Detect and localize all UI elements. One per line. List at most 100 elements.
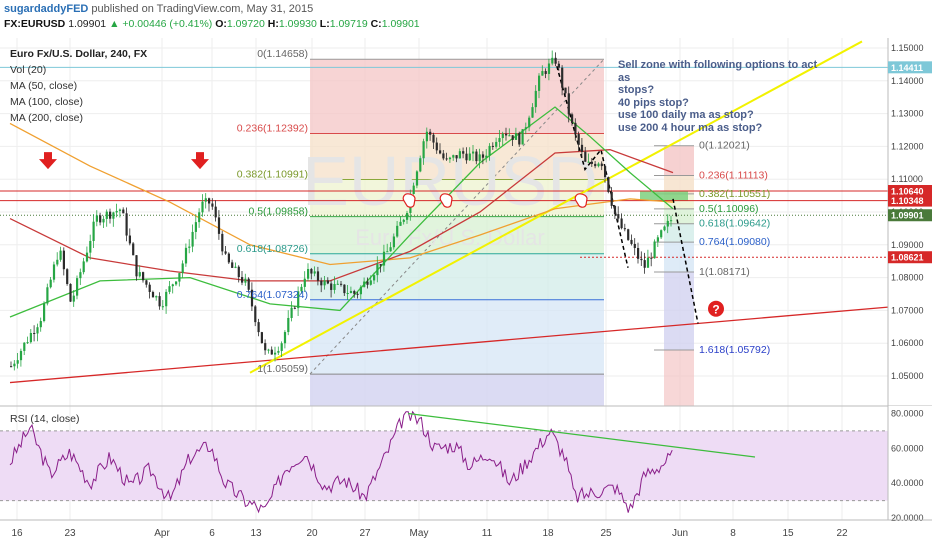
legend-ma200[interactable]: MA (200, close) (10, 112, 83, 124)
candle-body (211, 203, 214, 207)
price-tick: 1.13000 (891, 109, 924, 119)
price-tick: 1.07000 (891, 305, 924, 315)
candle-body (105, 211, 108, 219)
candle-body (613, 205, 617, 215)
candle-body (231, 262, 234, 268)
candle-body (646, 257, 650, 268)
candle-body (359, 286, 362, 295)
price-axis-bg (888, 38, 932, 406)
candle-body (194, 222, 197, 232)
rsi-tick: 80.0000 (891, 408, 924, 418)
candle-body (43, 303, 46, 322)
legend-ma100[interactable]: MA (100, close) (10, 96, 83, 108)
candle-body (567, 93, 570, 115)
fib-zone (310, 374, 604, 406)
candle-body (217, 217, 221, 234)
candle-body (349, 291, 353, 294)
candle-body (392, 236, 395, 248)
candle-body (633, 243, 636, 249)
candle-body (346, 293, 349, 295)
candle-body (181, 263, 184, 274)
candle-body (448, 157, 452, 160)
legend-ma50[interactable]: MA (50, close) (10, 80, 78, 92)
candle-body (472, 151, 475, 154)
candle-body (277, 350, 280, 353)
candle-body (56, 259, 59, 265)
candle-body (175, 281, 178, 285)
candle-body (571, 114, 574, 123)
candle-body (597, 163, 600, 167)
candle-body (544, 71, 547, 74)
rsi-tick: 20.0000 (891, 513, 924, 523)
candle-body (481, 154, 485, 158)
candle-body (29, 332, 32, 343)
candle-body (92, 221, 95, 241)
candle-body (135, 255, 138, 277)
price-axis[interactable]: 1.150001.140001.130001.120001.110001.100… (887, 38, 932, 520)
fib-zone (310, 59, 604, 134)
candle-body (478, 154, 481, 162)
price-chart[interactable]: EURUSD Euro Fx/U.S. Dollar ? 0(1.14658)0… (0, 38, 932, 550)
fib-zone (310, 216, 604, 254)
fib-zone (310, 299, 604, 375)
candle-body (455, 155, 458, 159)
author-link[interactable]: sugardaddyFED (4, 3, 89, 15)
candle-body (458, 151, 461, 159)
candle-body (541, 71, 544, 76)
fib-right-label: 0.236(1.11113) (699, 169, 768, 181)
rsi-tick: 60.0000 (891, 443, 924, 453)
fib-retracement-left[interactable] (309, 58, 605, 406)
candle-body (208, 198, 211, 204)
time-tick: May (410, 528, 429, 539)
candle-body (399, 221, 402, 226)
fib-extension-right[interactable] (640, 145, 694, 406)
candle-body (237, 266, 240, 278)
chart-header: sugardaddyFED published on TradingView.c… (0, 0, 932, 38)
support-trendline (9, 306, 889, 384)
time-tick: Jun (672, 528, 688, 539)
legend-title: Euro Fx/U.S. Dollar, 240, FX (10, 48, 148, 60)
candle-body (274, 352, 277, 355)
close-label: C: (370, 18, 382, 30)
candle-body (115, 210, 118, 213)
annotation-markers[interactable]: ? (39, 152, 724, 317)
fib-left-label: 0.382(1.10991) (237, 168, 308, 180)
projection-path (672, 198, 699, 324)
note-line: 40 pips stop? (618, 96, 689, 109)
close-value: 1.09901 (381, 18, 420, 30)
candle-body (188, 246, 191, 248)
candle-body (495, 141, 498, 147)
fib-right-label: 1(1.08171) (699, 266, 750, 278)
candle-body (267, 349, 270, 351)
candle-body (280, 343, 283, 351)
legend-vol[interactable]: Vol (20) (10, 64, 47, 76)
time-tick: 6 (209, 528, 215, 539)
candle-body (72, 295, 75, 302)
candle-body (425, 131, 428, 142)
candle-body (320, 280, 323, 286)
trend-lines[interactable] (9, 40, 889, 384)
symbol-name[interactable]: FX:EURUSD (4, 18, 66, 30)
candle-body (650, 257, 653, 259)
candle-body (462, 151, 465, 154)
candle-body (445, 158, 448, 160)
candle-body (250, 289, 254, 307)
candle-body (138, 272, 141, 277)
legend-rsi[interactable]: RSI (14, close) (10, 413, 80, 425)
candle-body (356, 293, 359, 295)
candle-body (49, 279, 52, 288)
candle-body (254, 306, 257, 323)
candle-body (637, 248, 640, 259)
candle-body (432, 134, 435, 143)
candle-body (19, 350, 23, 361)
candle-body (148, 284, 151, 292)
candle-body (326, 280, 329, 284)
time-tick: 22 (836, 528, 848, 539)
time-axis[interactable]: 16 23 Apr 6 13 20 27 May 11 18 25 Jun 8 15 22 (0, 519, 932, 539)
rsi-line (9, 410, 673, 514)
price-label-bg (888, 251, 932, 264)
candle-body (155, 296, 158, 298)
candle-body (594, 163, 597, 167)
candle-body (653, 241, 656, 259)
candle-body (465, 153, 468, 161)
